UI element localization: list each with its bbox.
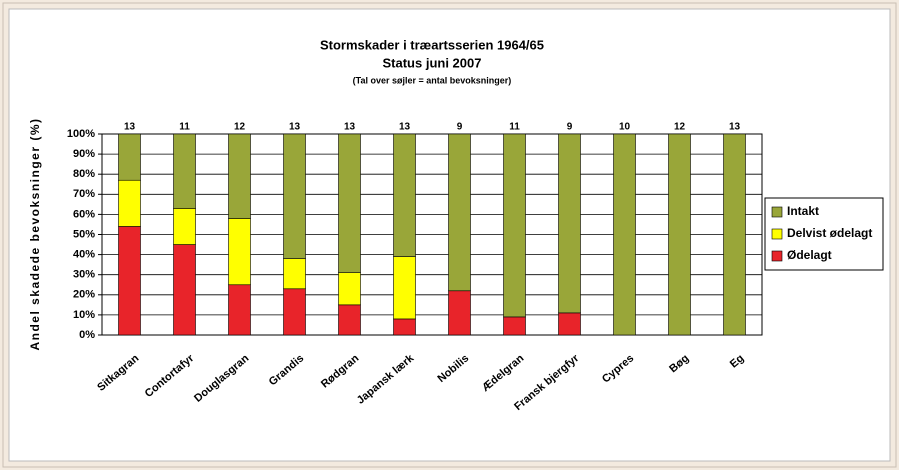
y-tick-label: 20% bbox=[73, 289, 95, 301]
legend-label: Delvist ødelagt bbox=[787, 226, 872, 240]
bar-segment bbox=[503, 133, 526, 318]
bar-segment bbox=[338, 133, 361, 273]
legend-box bbox=[764, 197, 884, 271]
y-axis-label: Andel skadede bevoksninger (%) bbox=[28, 117, 42, 350]
bar-segment bbox=[228, 218, 251, 286]
legend-swatch bbox=[771, 250, 783, 262]
count-label: 12 bbox=[674, 122, 686, 133]
bar-segment bbox=[228, 284, 251, 336]
y-tick-label: 40% bbox=[73, 249, 95, 261]
bar-segment bbox=[283, 288, 306, 336]
bar-segment bbox=[448, 133, 471, 292]
legend-swatch bbox=[771, 206, 783, 218]
chart-note: (Tal over søjler = antal bevoksninger) bbox=[353, 75, 512, 85]
bar-segment bbox=[503, 316, 526, 336]
y-tick-label: 0% bbox=[79, 329, 95, 341]
bar-segment bbox=[173, 133, 196, 209]
count-label: 13 bbox=[289, 122, 301, 133]
chart-title: Stormskader i træartsserien 1964/65 bbox=[320, 37, 544, 52]
chart-subtitle: Status juni 2007 bbox=[383, 55, 482, 70]
bar-segment bbox=[558, 312, 581, 336]
count-label: 9 bbox=[457, 122, 463, 133]
bar-segment bbox=[338, 272, 361, 306]
bar-segment bbox=[613, 133, 636, 336]
bar-segment bbox=[393, 133, 416, 257]
y-tick-label: 30% bbox=[73, 269, 95, 281]
y-tick-label: 60% bbox=[73, 208, 95, 220]
bar-segment bbox=[283, 258, 306, 290]
bar-segment bbox=[173, 244, 196, 336]
bar-segment bbox=[118, 179, 141, 227]
bar-segment bbox=[118, 226, 141, 336]
bar-segment bbox=[228, 133, 251, 219]
bar-segment bbox=[393, 318, 416, 336]
y-tick-label: 10% bbox=[73, 309, 95, 321]
y-tick-label: 50% bbox=[73, 228, 95, 240]
count-label: 13 bbox=[399, 122, 411, 133]
count-label: 10 bbox=[619, 122, 631, 133]
bar-segment bbox=[558, 133, 581, 314]
bar-segment bbox=[283, 133, 306, 259]
y-tick-label: 80% bbox=[73, 168, 95, 180]
bar-segment bbox=[173, 208, 196, 245]
legend-swatch bbox=[771, 228, 783, 240]
bar-segment bbox=[393, 256, 416, 320]
bar-segment bbox=[338, 304, 361, 336]
legend-label: Intakt bbox=[787, 204, 819, 218]
bar-segment bbox=[668, 133, 691, 336]
y-tick-label: 100% bbox=[67, 128, 95, 140]
count-label: 11 bbox=[179, 122, 190, 133]
bar-segment bbox=[723, 133, 746, 336]
bar-segment bbox=[118, 133, 141, 181]
y-tick-label: 90% bbox=[73, 148, 95, 160]
count-label: 13 bbox=[344, 122, 356, 133]
count-label: 12 bbox=[234, 122, 246, 133]
count-label: 9 bbox=[567, 122, 573, 133]
bar-segment bbox=[448, 290, 471, 336]
count-label: 13 bbox=[729, 122, 741, 133]
y-tick-label: 70% bbox=[73, 188, 95, 200]
legend-label: Ødelagt bbox=[787, 248, 832, 262]
count-label: 13 bbox=[124, 122, 136, 133]
count-label: 11 bbox=[509, 122, 520, 133]
